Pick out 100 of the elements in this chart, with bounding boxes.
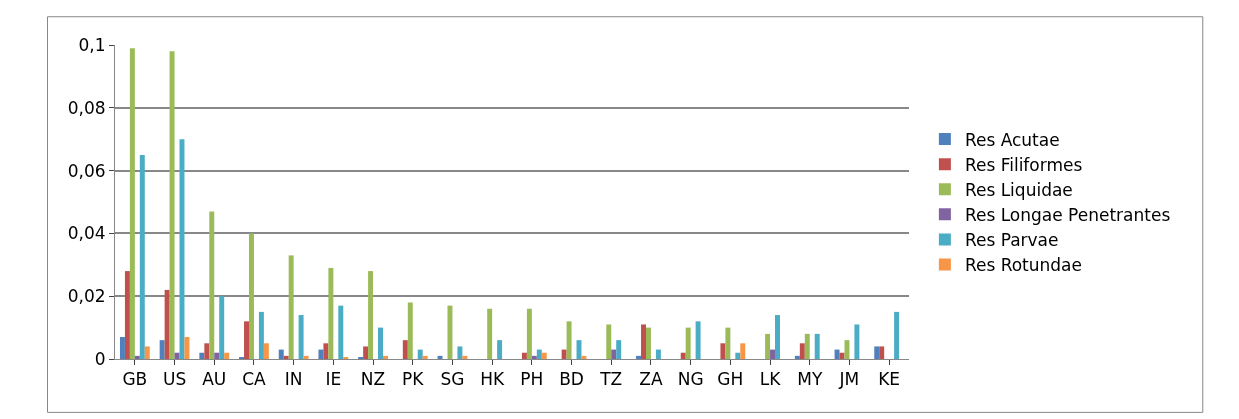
x-tick-label: NG xyxy=(677,369,704,390)
bar xyxy=(497,340,503,359)
bar xyxy=(725,327,731,359)
bar xyxy=(735,352,741,359)
bar xyxy=(169,51,175,359)
bar xyxy=(561,349,567,359)
bar xyxy=(531,355,537,359)
bar xyxy=(323,343,329,359)
bar xyxy=(794,355,800,359)
bar xyxy=(814,333,820,359)
bar xyxy=(844,340,850,359)
bar xyxy=(645,327,651,359)
x-tick-label: AU xyxy=(202,369,227,390)
bar xyxy=(685,327,691,359)
bar xyxy=(144,346,150,359)
bar xyxy=(248,233,254,359)
bar xyxy=(199,352,205,359)
bar xyxy=(159,340,165,359)
bar xyxy=(139,154,145,359)
bar xyxy=(134,355,140,359)
bar xyxy=(457,346,463,359)
bar xyxy=(378,327,383,359)
x-tick-label: NZ xyxy=(360,369,386,390)
y-tick-label: 0,04 xyxy=(67,223,106,244)
bar xyxy=(854,324,860,359)
bar xyxy=(606,324,612,359)
x-tick-label: JM xyxy=(838,369,860,390)
bar xyxy=(129,48,135,359)
x-tick-label: GB xyxy=(122,369,148,390)
bar xyxy=(799,343,805,359)
bar xyxy=(879,346,885,359)
bar xyxy=(740,343,746,359)
y-tick-label: 0,1 xyxy=(78,34,106,55)
bar xyxy=(536,349,542,359)
legend-label: Res Filiformes xyxy=(964,154,1083,175)
x-tick-label: PH xyxy=(520,369,544,390)
x-tick-label: HK xyxy=(480,369,505,390)
x-tick-label: KE xyxy=(878,369,901,390)
bar xyxy=(804,333,810,359)
bar xyxy=(402,340,408,359)
x-tick-label: IN xyxy=(284,369,303,390)
x-tick-label: TZ xyxy=(599,369,623,390)
bar xyxy=(204,343,210,359)
bar xyxy=(447,305,453,359)
x-tick-label: ZA xyxy=(639,369,663,390)
bar xyxy=(417,349,423,359)
bar xyxy=(616,340,622,359)
bar xyxy=(338,305,344,359)
bar xyxy=(318,349,324,359)
bar xyxy=(263,343,269,359)
bar xyxy=(611,349,617,359)
x-tick-label: LK xyxy=(759,369,782,390)
bar xyxy=(636,355,642,359)
x-tick-label: CA xyxy=(242,369,267,390)
bar xyxy=(655,349,661,359)
legend-label: Res Liquidae xyxy=(964,179,1073,200)
bar xyxy=(487,308,493,359)
legend-label: Res Longae Penetrantes xyxy=(964,204,1171,225)
bar xyxy=(164,289,170,359)
bar xyxy=(303,355,309,359)
x-tick-label: US xyxy=(162,369,187,390)
bar xyxy=(641,324,646,359)
bar xyxy=(288,255,294,359)
bar xyxy=(695,321,701,359)
bar xyxy=(422,355,428,359)
bar xyxy=(720,343,726,359)
bar xyxy=(437,355,443,359)
legend-label: Res Parvae xyxy=(964,230,1059,251)
bar xyxy=(581,355,587,359)
bar xyxy=(119,337,125,359)
bar xyxy=(298,315,304,359)
bar xyxy=(224,352,230,359)
bar xyxy=(382,355,388,359)
bar xyxy=(368,271,374,359)
y-tick-label: 0,06 xyxy=(67,160,106,181)
bar xyxy=(834,349,840,359)
bar xyxy=(328,267,334,359)
bar xyxy=(894,311,900,359)
x-tick-label: SG xyxy=(440,369,465,390)
y-tick-label: 0,08 xyxy=(67,97,106,118)
bar xyxy=(214,352,220,359)
legend-label: Res Acutae xyxy=(964,129,1060,150)
bar xyxy=(566,321,572,359)
bar xyxy=(283,355,289,359)
bar xyxy=(219,296,225,359)
bar xyxy=(278,349,284,359)
x-tick-label: PK xyxy=(402,369,425,390)
x-tick-label: BD xyxy=(559,369,584,390)
bar xyxy=(521,352,527,359)
bar xyxy=(124,271,130,359)
bar xyxy=(541,352,547,359)
bar xyxy=(184,337,190,359)
y-tick-label: 0,02 xyxy=(67,286,106,307)
x-tick-label: MY xyxy=(797,369,823,390)
legend-label: Res Rotundae xyxy=(964,255,1082,276)
bar xyxy=(526,308,532,359)
bar xyxy=(363,346,369,359)
bar xyxy=(462,355,468,359)
y-tick-label: 0 xyxy=(94,348,106,369)
x-tick-label: IE xyxy=(325,369,342,390)
